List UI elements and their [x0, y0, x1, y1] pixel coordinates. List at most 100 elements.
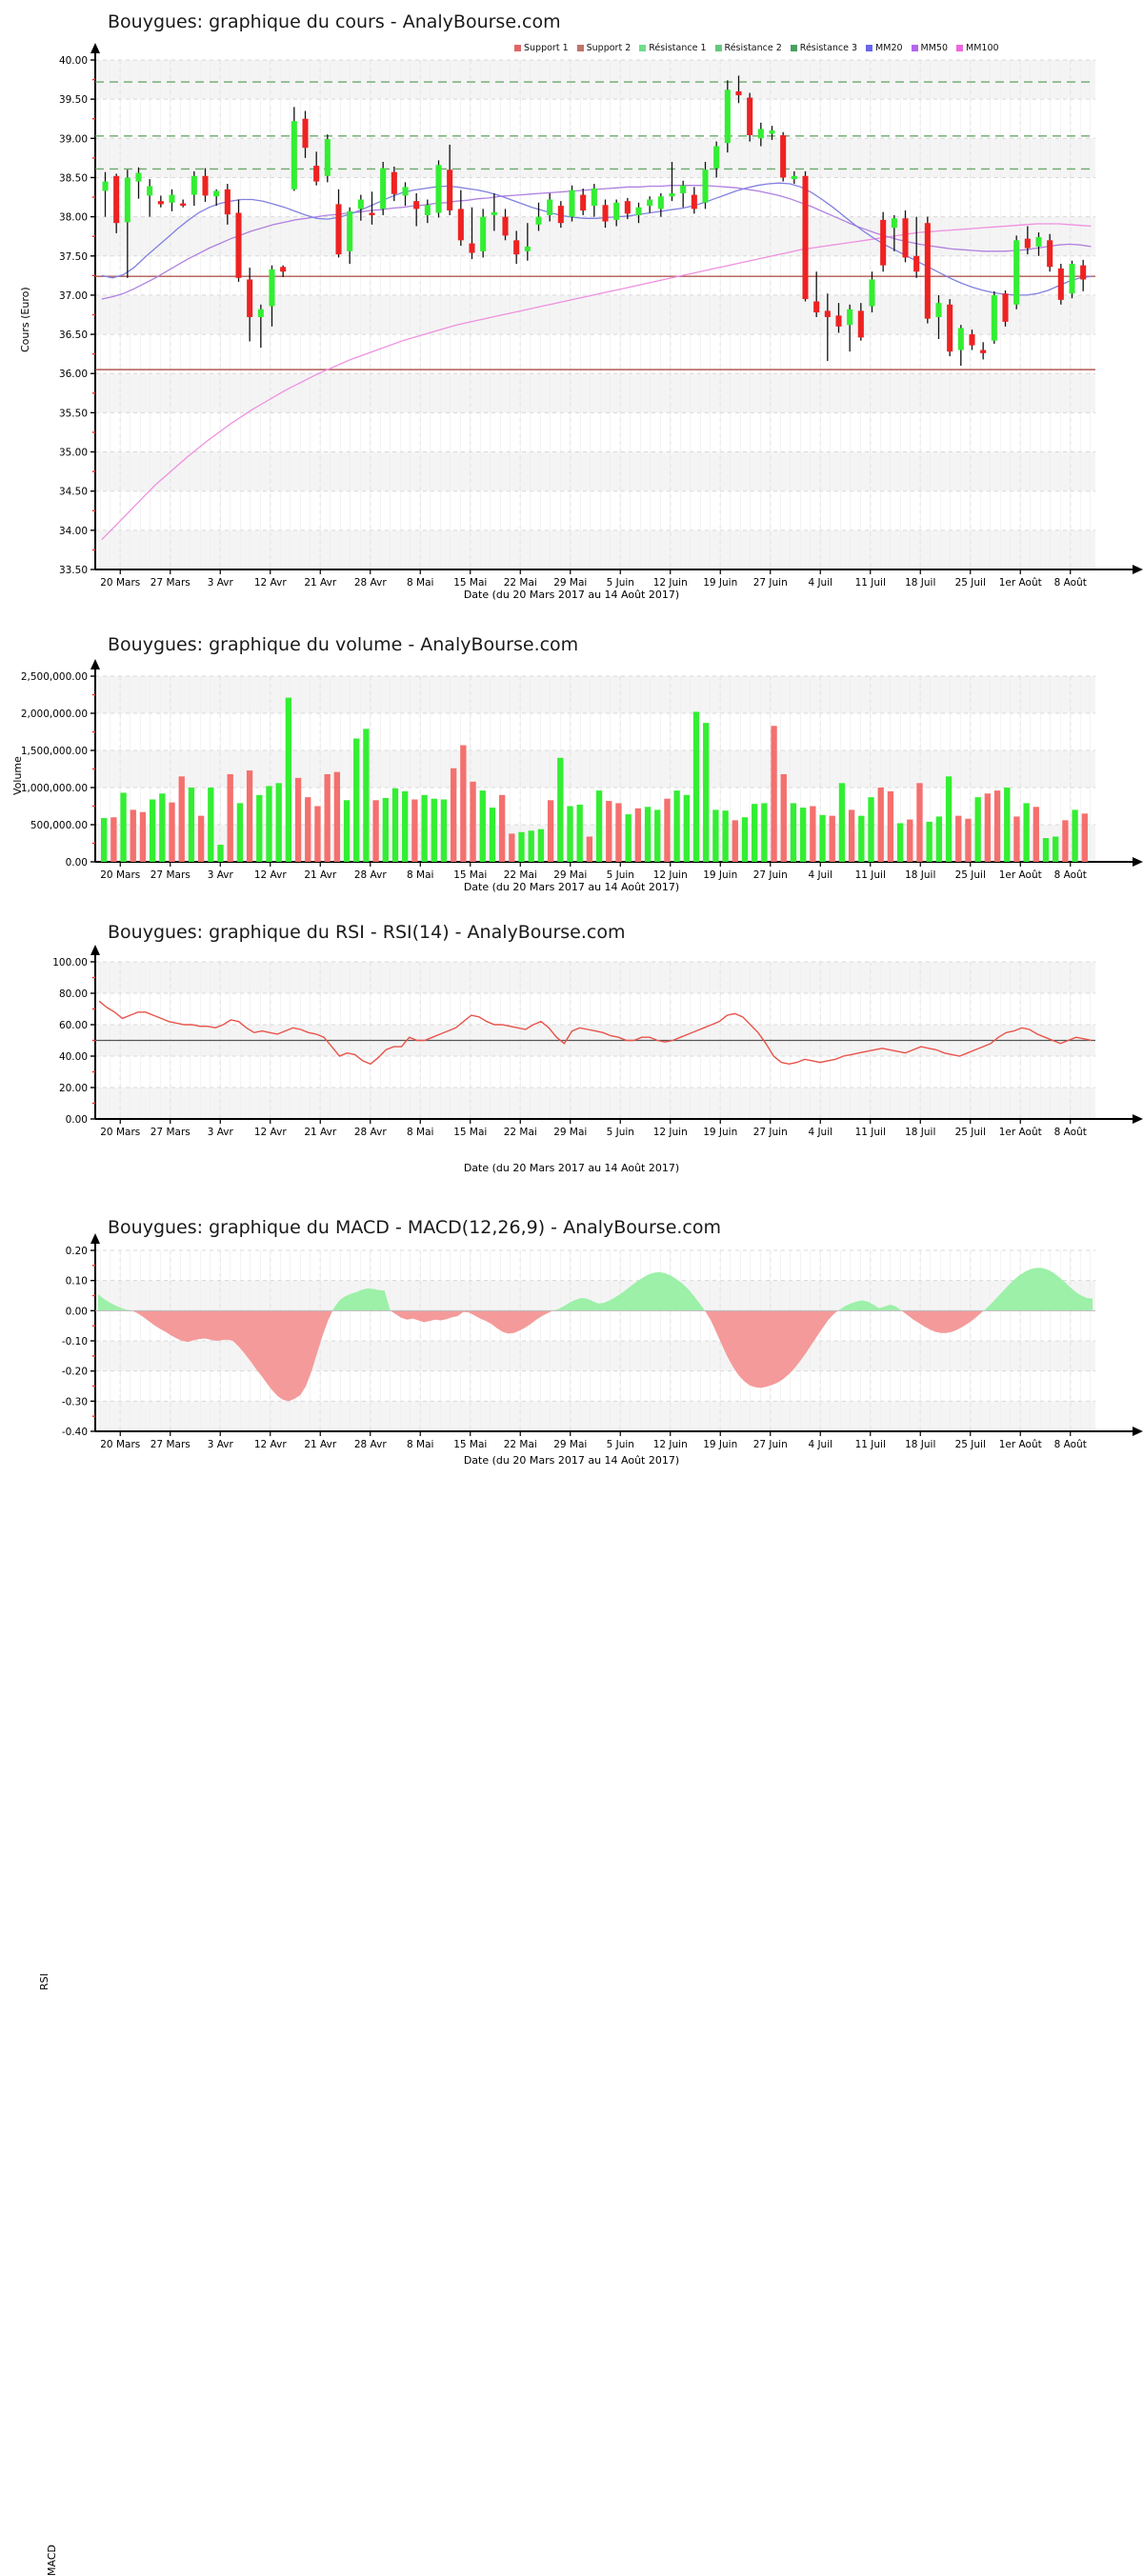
volume-bar [935, 816, 943, 862]
legend-item-4: Résistance 3 [790, 43, 858, 53]
x-tick-label: 12 Avr [254, 1127, 287, 1138]
x-tick-label: 1er Août [999, 1127, 1042, 1138]
macd-x-axis-label: Date (du 20 Mars 2017 au 14 Août 2017) [463, 1454, 680, 1467]
candle-body [924, 223, 931, 319]
volume-bar [916, 783, 923, 862]
legend-swatch-icon [911, 45, 918, 51]
volume-bar [896, 823, 904, 862]
candle-body [1035, 237, 1042, 247]
price-chart-legend: Support 1 Support 2 Résistance 1 Résistance… [514, 43, 999, 53]
volume-bar [993, 790, 1001, 862]
volume-bar [926, 821, 932, 862]
y-tick-label: 37.50 [59, 251, 88, 263]
candle-body [557, 206, 564, 224]
x-tick-label: 12 Avr [254, 869, 287, 881]
candle-body [190, 175, 197, 195]
legend-swatch-icon [576, 45, 584, 51]
candle-body [313, 166, 320, 182]
y-tick-label: 2,000,000.00 [21, 709, 88, 720]
x-tick-label: 28 Avr [354, 869, 387, 881]
y-tick-label: 0.00 [66, 1114, 88, 1126]
y-tick-label: 0.00 [66, 1306, 88, 1317]
macd-positive-area [97, 1268, 1093, 1311]
volume-bar [294, 777, 302, 862]
y-tick-label: -0.20 [62, 1367, 88, 1378]
candle-body [1002, 293, 1009, 322]
volume-bar [829, 815, 835, 862]
candle-body [302, 118, 309, 149]
candle-body [691, 194, 697, 210]
x-tick-label: 27 Mars [150, 869, 190, 881]
legend-swatch-icon [714, 45, 722, 51]
volume-bar [343, 800, 351, 862]
candle-body [524, 246, 531, 251]
legend-label: Support 2 [586, 43, 632, 53]
candle-body [402, 187, 409, 196]
volume-bar [703, 723, 710, 862]
candle-body [569, 190, 575, 217]
x-tick-label: 29 Mai [553, 869, 587, 881]
x-tick-label: 25 Juil [955, 577, 986, 589]
volume-bar [1033, 807, 1039, 862]
volume-bar [324, 773, 331, 862]
candle-body [413, 201, 420, 210]
candle-body [347, 210, 353, 251]
candle-body [847, 309, 853, 326]
volume-bar [159, 793, 166, 862]
x-tick-label: 28 Avr [354, 577, 387, 589]
volume-bar [771, 726, 777, 862]
volume-bar [576, 804, 583, 862]
x-tick-label: 15 Mai [453, 1439, 487, 1450]
volume-bar [595, 790, 603, 862]
volume-bar [838, 783, 846, 862]
volume-bar [411, 799, 418, 862]
candle-body [469, 243, 475, 253]
price-chart-title: Bouygues: graphique du cours - AnalyBour… [108, 11, 561, 32]
x-tick-label: 11 Juil [855, 577, 886, 589]
volume-bar [208, 788, 214, 862]
volume-bar [353, 738, 360, 862]
candle-body [113, 175, 120, 224]
x-tick-label: 12 Juin [653, 869, 688, 881]
candle-body [791, 175, 797, 180]
y-tick-label: 39.00 [59, 133, 88, 145]
volume-bar [217, 845, 224, 862]
legend-label: Résistance 3 [799, 43, 858, 53]
candle-body [1080, 265, 1087, 280]
candle-body [157, 201, 164, 205]
x-tick-label: 18 Juil [905, 1127, 935, 1138]
x-tick-label: 19 Juin [703, 577, 737, 589]
x-tick-label: 19 Juin [703, 1127, 737, 1138]
legend-swatch-icon [866, 45, 873, 51]
volume-chart-panel: Bouygues: graphique du volume - AnalyBou… [0, 619, 1143, 905]
x-tick-label: 15 Mai [453, 1127, 487, 1138]
volume-bar [673, 790, 680, 862]
volume-bar [877, 788, 884, 862]
volume-bar [799, 808, 807, 862]
volume-bar [887, 790, 894, 862]
volume-bar [489, 808, 496, 862]
candle-body [802, 175, 809, 300]
candle-body [335, 204, 342, 255]
candle-body [1024, 238, 1031, 249]
candle-body [824, 310, 831, 317]
volume-bar [275, 783, 282, 862]
volume-bar [606, 801, 612, 862]
candle-body [1069, 264, 1075, 294]
candle-body [991, 294, 997, 341]
volume-bar [761, 803, 768, 862]
y-tick-label: 0.00 [66, 857, 88, 869]
volume-bar [431, 798, 437, 862]
volume-bar [557, 757, 564, 862]
y-tick-label: 1,500,000.00 [21, 746, 88, 757]
volume-bar [780, 773, 787, 862]
volume-bar [169, 802, 175, 862]
x-tick-label: 5 Juin [607, 1127, 634, 1138]
candle-body [291, 121, 297, 190]
x-tick-label: 1er Août [999, 869, 1042, 881]
x-tick-label: 11 Juil [855, 1439, 886, 1450]
y-tick-label: 100.00 [52, 957, 88, 968]
x-tick-label: 18 Juil [905, 577, 935, 589]
volume-bar [955, 815, 962, 862]
candle-body [913, 255, 920, 272]
